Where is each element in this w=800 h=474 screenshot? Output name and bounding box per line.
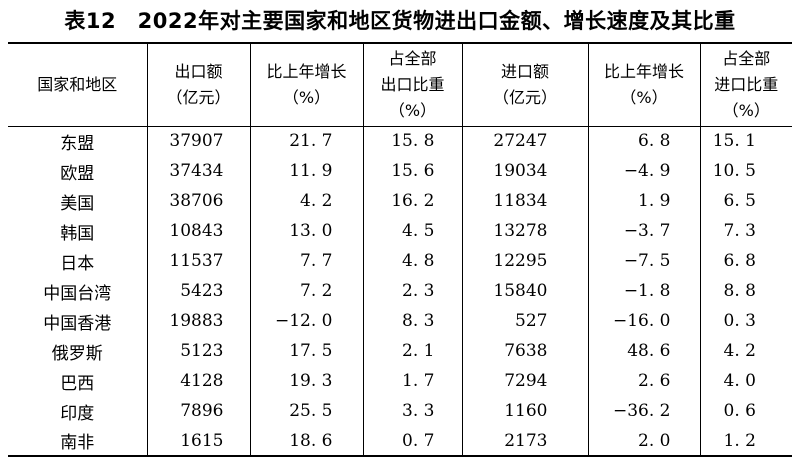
cell-import-growth: 2. 0 [587,426,700,456]
cell-import-growth: 2. 6 [587,366,700,396]
cell-region: 美国 [60,193,95,214]
cell-export-value: 37434 [146,156,250,186]
cell-region: 俄罗斯 [51,343,103,364]
cell-region: 巴西 [60,373,95,394]
cell-export-growth: 13. 0 [249,216,363,246]
cell-export-value: 5123 [146,336,250,366]
table-row: 印度 7896 25. 5 3. 3 1160 −36. 2 0. 6 [8,396,792,426]
table-row: 韩国 10843 13. 0 4. 5 13278 −3. 7 7. 3 [8,216,792,246]
cell-export-growth: 25. 5 [249,396,363,426]
cell-import-growth: −1. 8 [587,276,700,306]
cell-import-share: 7. 3 [699,216,792,246]
cell-export-value: 11537 [146,246,250,276]
cell-import-growth: 1. 9 [587,186,700,216]
table-row: 巴西 4128 19. 3 1. 7 7294 2. 6 4. 0 [8,366,792,396]
col-header-export-share: 占全部 出口比重 （%） [362,43,462,126]
cell-export-value: 7896 [146,396,250,426]
page-title: 表12 2022年对主要国家和地区货物进出口金额、增长速度及其比重 [64,9,736,33]
cell-export-value: 1615 [146,426,250,456]
cell-region: 欧盟 [60,163,95,184]
table-row: 日本 11537 7. 7 4. 8 12295 −7. 5 6. 8 [8,246,792,276]
cell-import-share: 6. 8 [699,246,792,276]
cell-export-share: 1. 7 [362,366,462,396]
cell-region: 印度 [60,403,95,424]
cell-import-share: 0. 6 [699,396,792,426]
cell-region: 日本 [60,253,95,274]
cell-import-growth: −4. 9 [587,156,700,186]
cell-export-value: 19883 [146,306,250,336]
table-row: 东盟 37907 21. 7 15. 8 27247 6. 8 15. 1 [8,126,792,156]
cell-import-share: 8. 8 [699,276,792,306]
cell-import-growth: −16. 0 [587,306,700,336]
cell-export-value: 5423 [146,276,250,306]
cell-export-share: 4. 8 [362,246,462,276]
cell-import-growth: 48. 6 [587,336,700,366]
cell-export-growth: 7. 2 [249,276,363,306]
table-row: 中国台湾 5423 7. 2 2. 3 15840 −1. 8 8. 8 [8,276,792,306]
cell-import-value: 7638 [461,336,588,366]
cell-export-growth: 11. 9 [249,156,363,186]
cell-import-share: 4. 2 [699,336,792,366]
cell-import-value: 19034 [461,156,588,186]
cell-import-growth: −36. 2 [587,396,700,426]
cell-import-share: 4. 0 [699,366,792,396]
cell-import-value: 27247 [461,126,588,156]
cell-export-share: 15. 6 [362,156,462,186]
cell-import-share: 0. 3 [699,306,792,336]
table-row: 欧盟 37434 11. 9 15. 6 19034 −4. 9 10. 5 [8,156,792,186]
cell-import-share: 1. 2 [699,426,792,456]
cell-export-value: 38706 [146,186,250,216]
cell-import-value: 1160 [461,396,588,426]
cell-import-share: 10. 5 [699,156,792,186]
cell-export-value: 37907 [146,126,250,156]
cell-export-growth: 4. 2 [249,186,363,216]
cell-region: 中国台湾 [43,283,112,304]
cell-import-value: 7294 [461,366,588,396]
cell-export-growth: 21. 7 [249,126,363,156]
cell-import-value: 527 [461,306,588,336]
cell-import-growth: −3. 7 [587,216,700,246]
col-header-export-growth: 比上年增长 （%） [249,43,363,126]
cell-export-share: 15. 8 [362,126,462,156]
table-row: 俄罗斯 5123 17. 5 2. 1 7638 48. 6 4. 2 [8,336,792,366]
cell-export-share: 3. 3 [362,396,462,426]
table-row: 中国香港 19883 −12. 0 8. 3 527 −16. 0 0. 3 [8,306,792,336]
trade-table: 国家和地区 出口额 （亿元） 比上年增长 （%） 占全部 出口比重 （%） 进口… [8,42,792,457]
col-header-import-share: 占全部 进口比重 （%） [699,43,792,126]
table-row: 美国 38706 4. 2 16. 2 11834 1. 9 6. 5 [8,186,792,216]
col-header-import-growth: 比上年增长 （%） [587,43,700,126]
cell-import-value: 2173 [461,426,588,456]
cell-export-growth: 19. 3 [249,366,363,396]
table-row: 南非 1615 18. 6 0. 7 2173 2. 0 1. 2 [8,426,792,456]
cell-import-growth: −7. 5 [587,246,700,276]
cell-export-share: 4. 5 [362,216,462,246]
cell-export-growth: 18. 6 [249,426,363,456]
cell-region: 东盟 [60,133,95,154]
cell-export-share: 16. 2 [362,186,462,216]
cell-export-value: 4128 [146,366,250,396]
cell-export-growth: −12. 0 [249,306,363,336]
cell-import-value: 12295 [461,246,588,276]
cell-import-share: 15. 1 [699,126,792,156]
cell-region: 南非 [60,433,95,453]
cell-export-share: 8. 3 [362,306,462,336]
cell-region: 韩国 [60,223,95,244]
col-header-region: 国家和地区 [37,74,118,94]
cell-export-growth: 7. 7 [249,246,363,276]
cell-export-growth: 17. 5 [249,336,363,366]
cell-export-share: 2. 3 [362,276,462,306]
cell-export-share: 0. 7 [362,426,462,456]
cell-import-share: 6. 5 [699,186,792,216]
cell-import-value: 13278 [461,216,588,246]
col-header-import-value: 进口额 （亿元） [461,43,588,126]
cell-import-value: 15840 [461,276,588,306]
cell-region: 中国香港 [43,313,112,334]
cell-import-growth: 6. 8 [587,126,700,156]
cell-export-value: 10843 [146,216,250,246]
col-header-export-value: 出口额 （亿元） [146,43,250,126]
cell-export-share: 2. 1 [362,336,462,366]
header-row: 国家和地区 出口额 （亿元） 比上年增长 （%） 占全部 出口比重 （%） 进口… [8,43,792,126]
cell-import-value: 11834 [461,186,588,216]
